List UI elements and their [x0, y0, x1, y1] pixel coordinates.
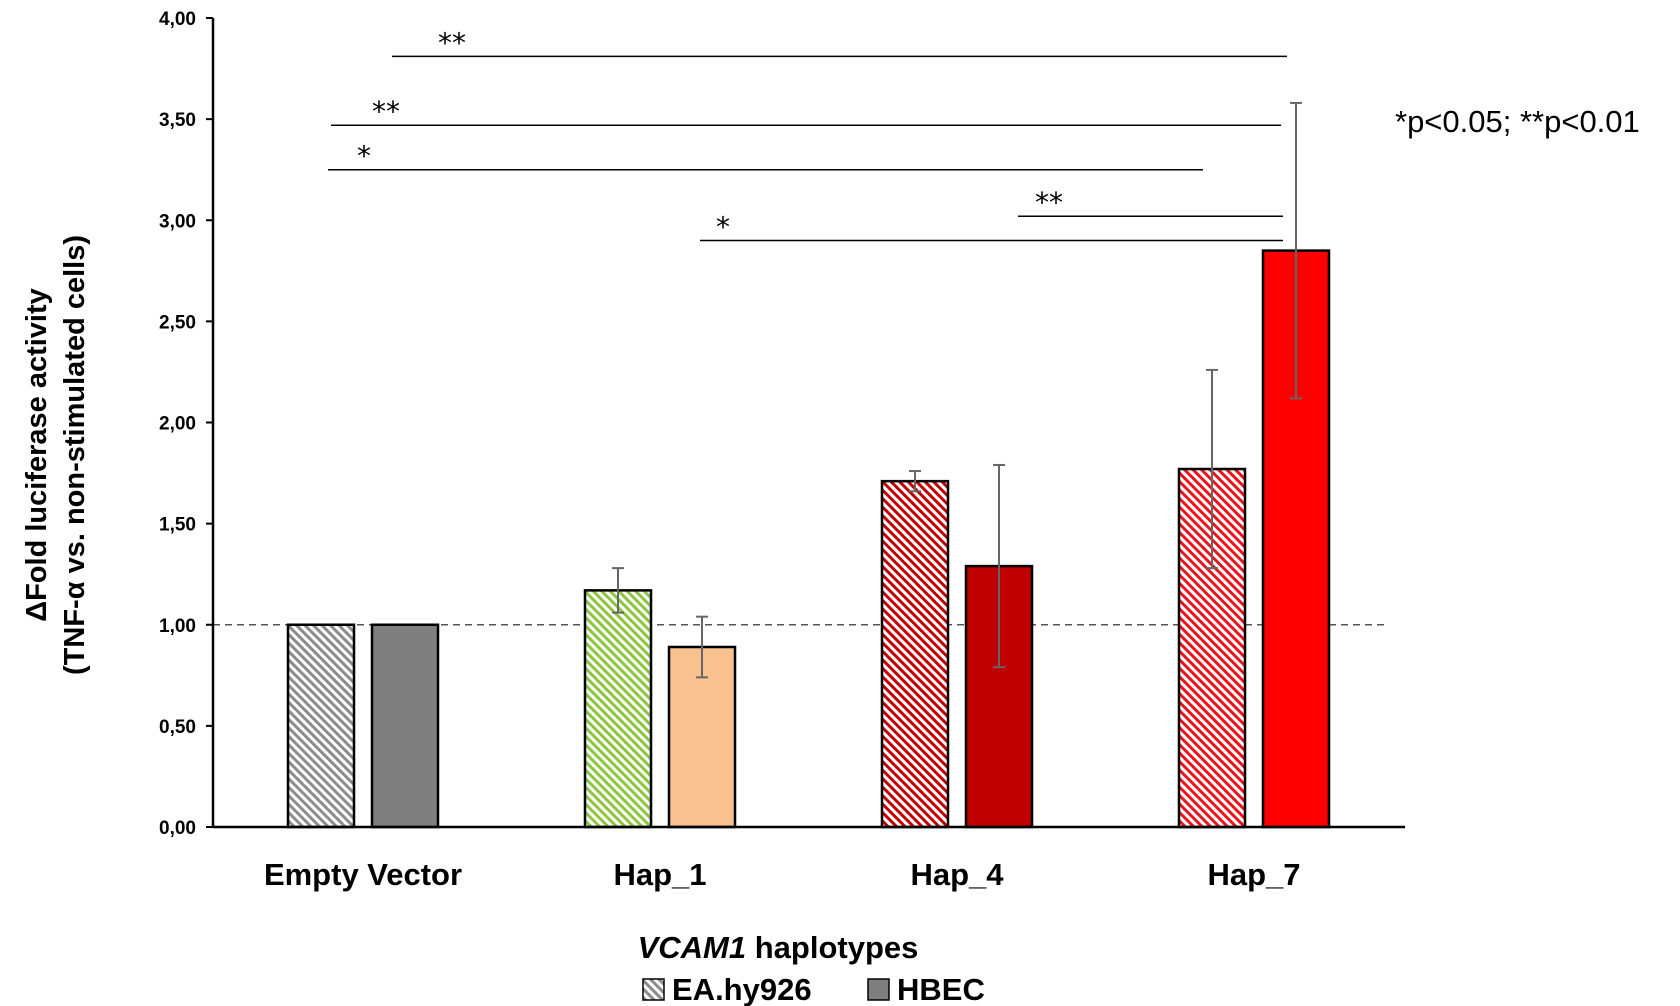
y-tick-label: 3,00 [159, 211, 196, 232]
significance-note: *p<0.05; **p<0.01 [1395, 104, 1640, 139]
y-tick-label: 2,00 [159, 414, 196, 435]
y-tick-label: 0,50 [159, 717, 196, 738]
error-bar-hbec-hap-4 [993, 463, 1005, 669]
legend-swatch-hbec [867, 978, 890, 1001]
y-tick-label: 3,50 [159, 110, 196, 131]
x-axis-label-rest: haplotypes [746, 930, 918, 965]
category-label-hap-7: Hap_7 [1207, 857, 1300, 892]
significance-brackets: ******** [328, 26, 1287, 243]
error-bar-ea-hy926-hap-7 [1206, 368, 1218, 570]
x-axis-label: VCAM1 haplotypes [638, 930, 919, 965]
significance-bracket: * [700, 210, 1283, 243]
y-axis-label: ΔFold luciferase activity (TNF-α vs. non… [21, 235, 91, 675]
category-label-hap-1: Hap_1 [613, 857, 706, 892]
y-tick-label: 1,50 [159, 515, 196, 536]
significance-bracket: ** [1018, 186, 1283, 219]
y-axis-label-line2: (TNF-α vs. non-stimulated cells) [59, 235, 91, 675]
legend: EA.hy926 HBEC [642, 972, 985, 1006]
y-tick-label: 4,00 [159, 9, 196, 30]
significance-label: ** [372, 95, 400, 128]
y-axis-ticks: 0,00 0,50 1,00 1,50 2,00 2,50 3,00 3,50 4,00 [159, 9, 213, 839]
significance-label: ** [438, 26, 466, 59]
y-tick-label: 2,50 [159, 312, 196, 333]
bar-ea-hy926-empty-vector [286, 623, 356, 829]
bar-hbec-empty-vector [370, 623, 440, 829]
category-labels: Empty Vector Hap_1 Hap_4 Hap_7 [264, 857, 1301, 892]
error-bar-ea-hy926-hap-1 [612, 567, 624, 614]
significance-label: * [716, 210, 730, 243]
legend-label-ea-hy926: EA.hy926 [672, 972, 812, 1006]
x-axis-label-gene: VCAM1 [638, 930, 747, 965]
y-axis-label-line1: ΔFold luciferase activity [21, 288, 53, 622]
significance-bracket: ** [392, 26, 1287, 59]
significance-label: ** [1035, 186, 1063, 219]
y-tick-label: 1,00 [159, 616, 196, 637]
y-tick-label: 0,00 [159, 818, 196, 839]
error-bar-ea-hy926-hap-4 [909, 470, 921, 493]
category-label-empty-vector: Empty Vector [264, 857, 462, 892]
legend-swatch-ea-hy926 [642, 978, 665, 1001]
significance-bracket: * [328, 140, 1203, 173]
legend-label-hbec: HBEC [897, 972, 985, 1006]
error-bars [612, 101, 1302, 679]
bars [286, 249, 1331, 829]
category-label-hap-4: Hap_4 [910, 857, 1004, 892]
bar-ea-hy926-hap-4 [880, 479, 950, 829]
bar-ea-hy926-hap-1 [583, 589, 653, 829]
significance-label: * [357, 140, 371, 173]
error-bar-hbec-hap-7 [1290, 101, 1302, 400]
error-bar-hbec-hap-1 [696, 615, 708, 679]
significance-bracket: ** [331, 95, 1281, 128]
